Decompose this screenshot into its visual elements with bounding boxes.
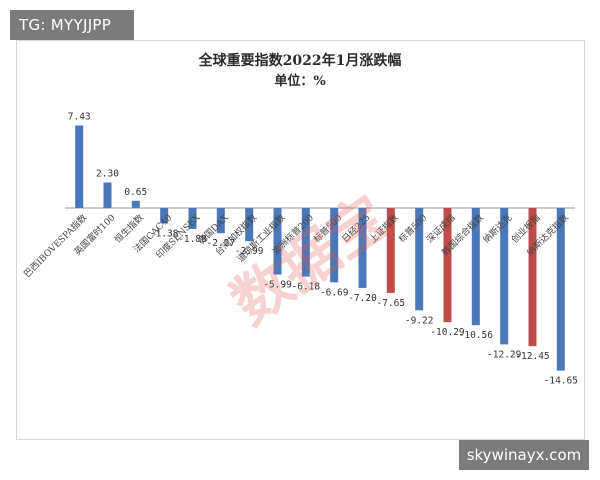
chart-subtitle: 单位：% bbox=[274, 74, 326, 89]
bar-3 bbox=[160, 208, 169, 224]
value-label-7: -5.99 bbox=[263, 280, 292, 291]
value-label-4: -1.88 bbox=[178, 234, 207, 245]
value-label-11: -7.65 bbox=[376, 298, 405, 309]
value-label-0: 7.43 bbox=[68, 112, 91, 123]
value-label-8: -6.18 bbox=[291, 282, 320, 293]
category-label-11: 上证指数 bbox=[367, 212, 401, 246]
value-label-1: 2.30 bbox=[96, 169, 119, 180]
bar-4 bbox=[188, 208, 197, 229]
bar-14 bbox=[471, 208, 480, 326]
value-label-6: -2.99 bbox=[235, 246, 264, 257]
watermark-bottom: skywinayx.com bbox=[459, 440, 589, 470]
bar-9 bbox=[330, 208, 339, 283]
value-label-10: -7.20 bbox=[348, 293, 377, 304]
bar-11 bbox=[386, 208, 395, 293]
watermark-top: TG: MYYJJPP bbox=[10, 10, 134, 40]
category-label-15: 纳斯达克 bbox=[480, 212, 514, 246]
value-label-5: -2.27 bbox=[206, 238, 235, 249]
category-label-12: 标普500 bbox=[396, 211, 430, 245]
value-label-2: 0.65 bbox=[124, 187, 147, 198]
value-label-9: -6.69 bbox=[320, 287, 349, 298]
value-label-17: -14.65 bbox=[544, 376, 578, 387]
bar-5 bbox=[216, 208, 225, 234]
bar-15 bbox=[500, 208, 509, 345]
value-label-13: -10.29 bbox=[430, 327, 465, 338]
bar-10 bbox=[358, 208, 367, 288]
category-label-9: 标普500 bbox=[311, 211, 345, 245]
bar-7 bbox=[273, 208, 282, 275]
value-label-3: -1.38 bbox=[150, 228, 179, 239]
bar-1 bbox=[103, 182, 112, 208]
value-label-12: -9.22 bbox=[405, 315, 434, 326]
bar-0 bbox=[75, 125, 84, 208]
bar-12 bbox=[415, 208, 424, 311]
value-label-14: -10.56 bbox=[459, 330, 494, 341]
category-label-10: 日经225 bbox=[339, 211, 373, 245]
bar-8 bbox=[301, 208, 310, 277]
chart-title: 全球重要指数2022年1月涨跌幅 bbox=[198, 53, 402, 69]
bar-17 bbox=[556, 208, 565, 371]
value-label-15: -12.29 bbox=[487, 349, 522, 360]
value-label-16: -12.45 bbox=[515, 351, 549, 362]
bar-2 bbox=[131, 200, 140, 208]
bar-16 bbox=[528, 208, 537, 347]
bar-13 bbox=[443, 208, 452, 323]
bar-6 bbox=[245, 208, 254, 242]
chart-frame bbox=[16, 40, 585, 440]
